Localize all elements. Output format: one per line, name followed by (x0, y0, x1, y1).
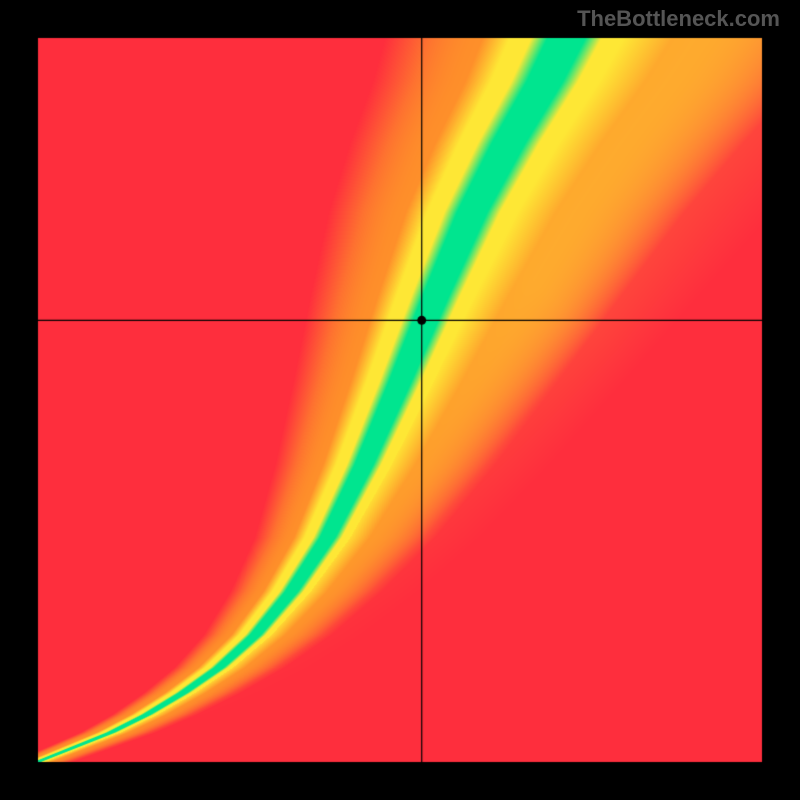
watermark-text: TheBottleneck.com (577, 6, 780, 32)
heatmap-canvas (0, 0, 800, 800)
chart-container: TheBottleneck.com (0, 0, 800, 800)
